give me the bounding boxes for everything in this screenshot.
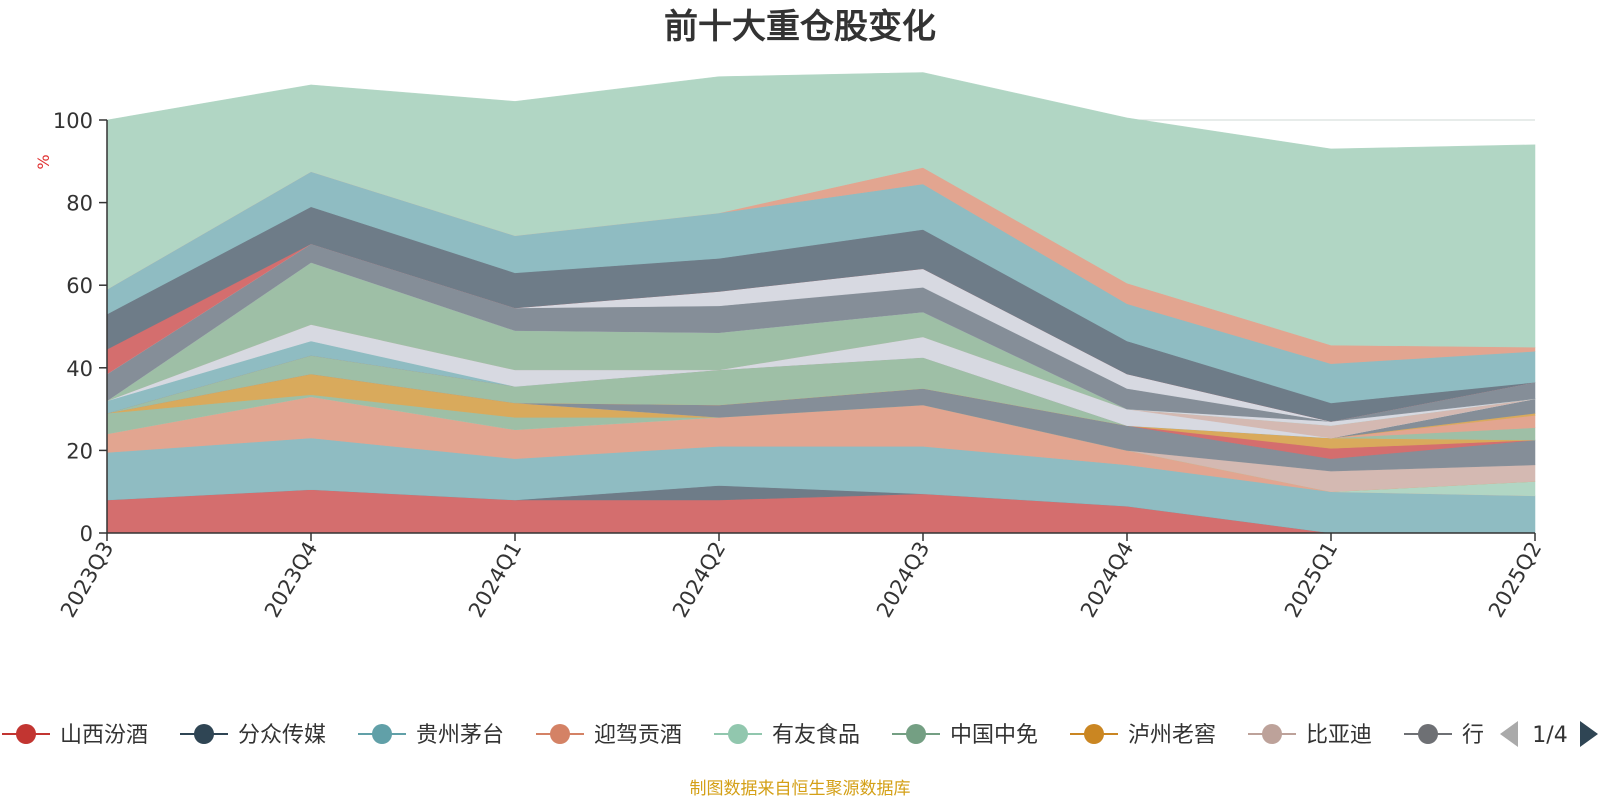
x-tick-label-7: 2025Q2 <box>1484 538 1546 622</box>
legend-marker-icon <box>550 724 570 744</box>
y-tick-label-60: 60 <box>66 274 93 298</box>
y-tick-label-0: 0 <box>80 522 93 546</box>
legend-page-indicator: 1/4 <box>1532 723 1567 748</box>
legend-item-8[interactable]: 行业 <box>1404 723 1506 748</box>
legend-item-2[interactable]: 贵州茅台 <box>358 723 504 748</box>
area-series-group <box>106 72 1536 534</box>
legend-marker-icon <box>728 724 748 744</box>
legend-label: 行业 <box>1462 723 1506 748</box>
legend-label: 迎驾贡酒 <box>594 723 682 748</box>
legend-label: 贵州茅台 <box>416 723 504 748</box>
legend-items: 山西汾酒 分众传媒 贵州茅台 迎驾贡酒 有友食品 中国中免 泸州老窖 比亚迪 行业 <box>2 723 1506 748</box>
y-tick-label-80: 80 <box>66 192 93 216</box>
legend-item-1[interactable]: 分众传媒 <box>180 723 326 748</box>
x-tick-label-1: 2023Q4 <box>260 538 322 622</box>
legend-marker-icon <box>1262 724 1282 744</box>
x-tick-label-0: 2023Q3 <box>56 538 118 622</box>
legend-marker-icon <box>194 724 214 744</box>
legend-item-0[interactable]: 山西汾酒 <box>2 723 148 748</box>
chart-title: 前十大重仓股变化 <box>664 7 936 47</box>
legend-item-7[interactable]: 比亚迪 <box>1248 723 1372 748</box>
area-series-26 <box>106 72 1536 348</box>
legend-item-3[interactable]: 迎驾贡酒 <box>536 723 682 748</box>
x-tick-label-2: 2024Q1 <box>464 538 526 622</box>
legend-label: 比亚迪 <box>1306 723 1372 748</box>
data-source-note: 制图数据来自恒生聚源数据库 <box>690 779 911 799</box>
x-tick-label-6: 2025Q1 <box>1280 538 1342 622</box>
legend-label: 山西汾酒 <box>60 723 148 748</box>
legend-marker-icon <box>906 724 926 744</box>
legend-item-4[interactable]: 有友食品 <box>714 723 860 748</box>
legend: 山西汾酒 分众传媒 贵州茅台 迎驾贡酒 有友食品 中国中免 泸州老窖 比亚迪 行业 <box>2 723 1506 748</box>
legend-label: 中国中免 <box>950 723 1038 748</box>
legend-item-6[interactable]: 泸州老窖 <box>1070 723 1216 748</box>
legend-marker-icon <box>372 724 392 744</box>
y-axis-unit-label: % <box>34 154 53 169</box>
legend-marker-icon <box>1418 724 1438 744</box>
legend-next-page-icon[interactable] <box>1580 721 1598 747</box>
y-tick-label-20: 20 <box>66 439 93 463</box>
legend-label: 泸州老窖 <box>1128 723 1216 748</box>
legend-marker-icon <box>16 724 36 744</box>
legend-item-5[interactable]: 中国中免 <box>892 723 1038 748</box>
x-tick-label-4: 2024Q3 <box>872 538 934 622</box>
legend-prev-page-icon[interactable] <box>1500 721 1518 747</box>
legend-label: 有友食品 <box>772 723 860 748</box>
legend-label: 分众传媒 <box>238 723 326 748</box>
y-tick-label-40: 40 <box>66 357 93 381</box>
x-tick-label-3: 2024Q2 <box>668 538 730 622</box>
legend-marker-icon <box>1084 724 1104 744</box>
legend-pager: 1/4 <box>1500 721 1598 748</box>
y-tick-label-100: 100 <box>53 109 93 133</box>
x-tick-label-5: 2024Q4 <box>1076 538 1138 622</box>
